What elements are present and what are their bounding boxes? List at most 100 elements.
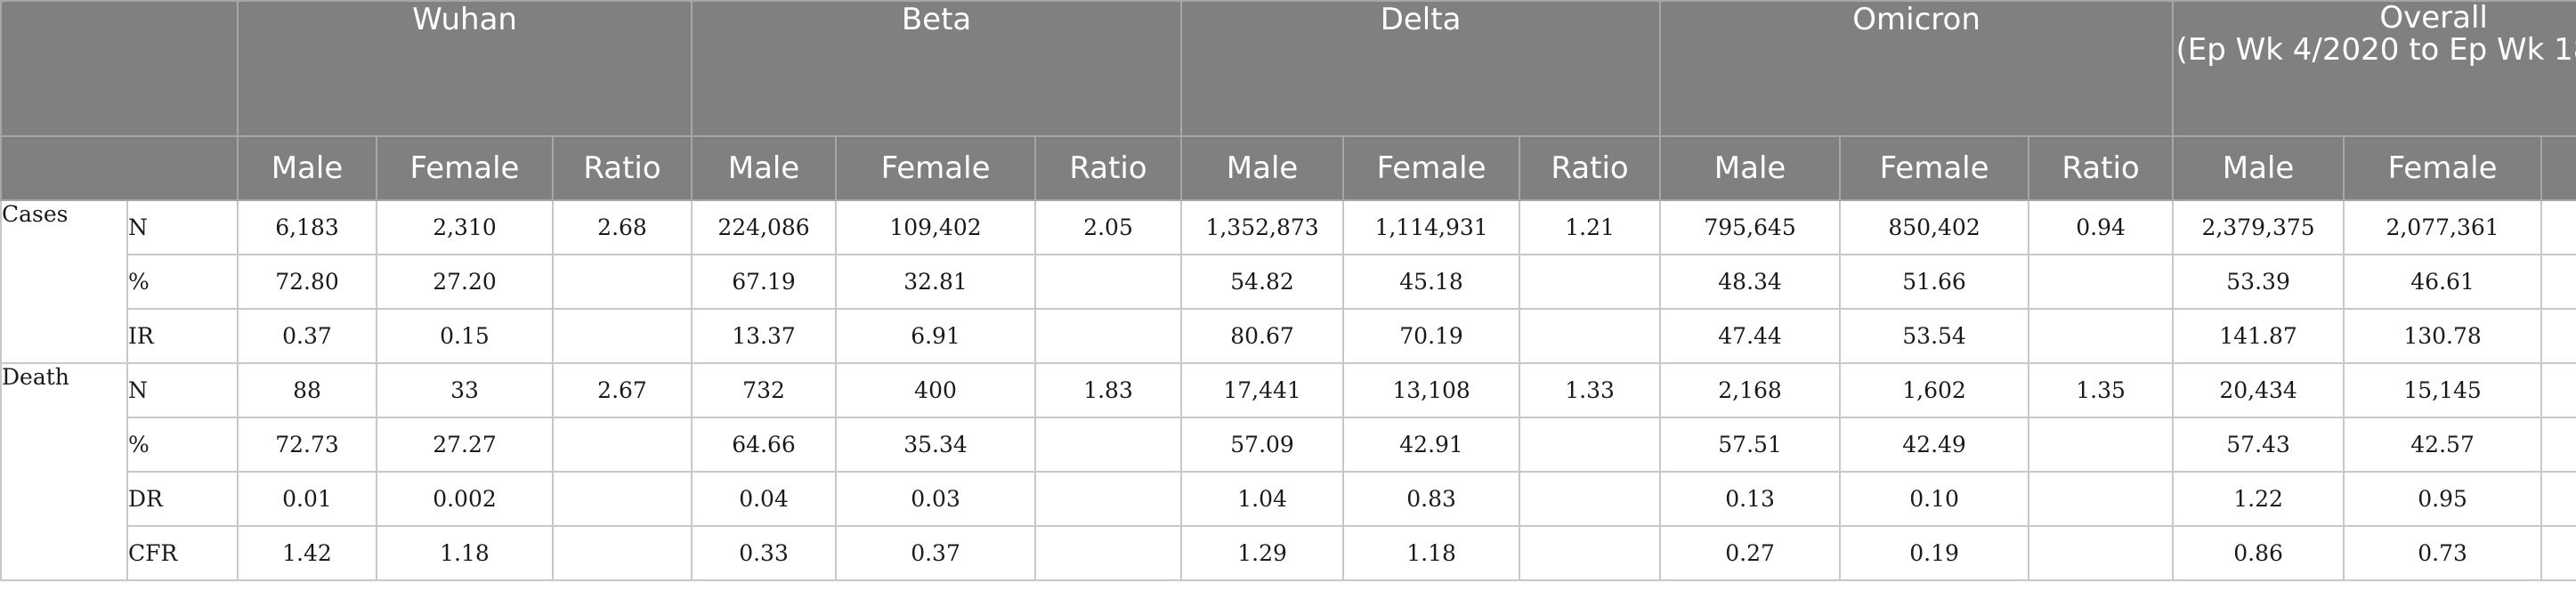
table-cell: 1,602 <box>1839 362 2030 418</box>
metric-label: DR <box>126 471 239 527</box>
table-cell: 109,402 <box>835 199 1037 255</box>
table-cell: 2,310 <box>376 199 554 255</box>
header-delta-female: Female <box>1342 135 1521 201</box>
table-cell: 1.42 <box>237 525 377 581</box>
table-cell: 2.68 <box>551 199 693 255</box>
table-cell <box>551 254 693 310</box>
header-delta-male: Male <box>1180 135 1345 201</box>
table-cell: 0.37 <box>835 525 1037 581</box>
table-cell: 54.82 <box>1180 254 1345 310</box>
table-cell: 1.29 <box>1180 525 1345 581</box>
table-cell: 0.002 <box>376 471 554 527</box>
table-cell: 0.01 <box>237 471 377 527</box>
table-cell: 72.80 <box>237 254 377 310</box>
table-cell: 732 <box>691 362 838 418</box>
header-variant-beta: Beta <box>691 0 1183 137</box>
metric-label: % <box>126 417 239 473</box>
table-cell: 0.83 <box>1342 471 1521 527</box>
table-cell: 224,086 <box>691 199 838 255</box>
table-cell: 27.20 <box>376 254 554 310</box>
header-variant-wuhan: Wuhan <box>236 0 693 137</box>
table-cell <box>1519 471 1662 527</box>
table-row: Death N 88 33 2.67 732 400 1.83 17,441 13,108 1.33… <box>0 362 2576 581</box>
table-cell: 0.19 <box>1839 525 2030 581</box>
table-cell: 1.35 <box>2540 362 2576 418</box>
table-cell: 0.13 <box>1659 471 1842 527</box>
header-variant-delta: Delta <box>1180 0 1662 137</box>
table-cell: 33 <box>376 362 554 418</box>
table-cell: 1,352,873 <box>1180 199 1345 255</box>
header-overall-male: Male <box>2172 135 2345 201</box>
table-cell: 141.87 <box>2172 308 2345 364</box>
table-cell: 1.18 <box>376 525 554 581</box>
table-cell: 2,168 <box>1659 362 1842 418</box>
group-label-death: Death <box>0 362 128 581</box>
table-cell <box>2540 471 2576 527</box>
table-cell: 13,108 <box>1342 362 1521 418</box>
table-cell: 1.18 <box>1342 525 1521 581</box>
table-cell <box>1034 471 1183 527</box>
table-cell: 400 <box>835 362 1037 418</box>
table-cell: 1.04 <box>1180 471 1345 527</box>
table-cell: 0.03 <box>835 471 1037 527</box>
table-cell: 0.33 <box>691 525 838 581</box>
table-cell <box>2540 308 2576 364</box>
table-cell: 0.73 <box>2343 525 2543 581</box>
metric-label: N <box>126 362 239 418</box>
table-cell: 2,077,361 <box>2343 199 2543 255</box>
table-cell: 32.81 <box>835 254 1037 310</box>
table-cell: 72.73 <box>237 417 377 473</box>
table-cell: 57.43 <box>2172 417 2345 473</box>
header-omicron-male: Male <box>1659 135 1842 201</box>
table-body: Cases N 6,183 2,310 2.68 224,086 109,402 2.05 1,… <box>0 199 2576 581</box>
table-cell: 2.67 <box>551 362 693 418</box>
table-cell: 51.66 <box>1839 254 2030 310</box>
table-cell <box>2540 417 2576 473</box>
variant-sex-table: Wuhan Beta Delta Omicron Overall (Ep Wk 4/20… <box>0 0 2576 581</box>
table-cell <box>2028 308 2175 364</box>
table-cell: 795,645 <box>1659 199 1842 255</box>
table-cell <box>1034 254 1183 310</box>
metric-label: % <box>126 254 239 310</box>
table-cell: 20,434 <box>2172 362 2345 418</box>
group-label-cases: Cases <box>0 199 128 364</box>
table-cell: 67.19 <box>691 254 838 310</box>
header-beta-female: Female <box>835 135 1037 201</box>
table-cell: 64.66 <box>691 417 838 473</box>
table-cell: 42.49 <box>1839 417 2030 473</box>
header-omicron-female: Female <box>1839 135 2030 201</box>
table-cell <box>2028 525 2175 581</box>
table-cell: 17,441 <box>1180 362 1345 418</box>
table-cell: 0.27 <box>1659 525 1842 581</box>
table-cell: 0.95 <box>2343 471 2543 527</box>
table-cell: 57.09 <box>1180 417 1345 473</box>
table-cell: 130.78 <box>2343 308 2543 364</box>
table-cell: 0.94 <box>2028 199 2175 255</box>
table-cell: 70.19 <box>1342 308 1521 364</box>
table-cell: 42.57 <box>2343 417 2543 473</box>
header-delta-ratio: Ratio <box>1519 135 1662 201</box>
table-cell <box>1034 308 1183 364</box>
table-cell <box>1519 417 1662 473</box>
table-row: IR 0.37 0.15 13.37 6.91 80.67 70.19 47.44 53.54 1… <box>1 308 2576 364</box>
table-cell <box>551 417 693 473</box>
table-row: CFR 1.42 1.18 0.33 0.37 1.29 1.18 0.27 0.19 0.86 0… <box>1 525 2576 581</box>
table-cell: 35.34 <box>835 417 1037 473</box>
table-cell <box>2028 254 2175 310</box>
table-cell: 6.91 <box>835 308 1037 364</box>
table-cell: 1.21 <box>1519 199 1662 255</box>
table-cell: 53.54 <box>1839 308 2030 364</box>
table-cell <box>551 525 693 581</box>
table-cell: 53.39 <box>2172 254 2345 310</box>
table-cell: 0.04 <box>691 471 838 527</box>
table-cell <box>2540 525 2576 581</box>
table-cell <box>1034 525 1183 581</box>
header-overall-female: Female <box>2343 135 2543 201</box>
table-cell: 0.37 <box>237 308 377 364</box>
header-beta-male: Male <box>691 135 838 201</box>
table-cell: 850,402 <box>1839 199 2030 255</box>
table-cell: 42.91 <box>1342 417 1521 473</box>
table-cell: 0.86 <box>2172 525 2345 581</box>
table-header: Wuhan Beta Delta Omicron Overall (Ep Wk 4/20… <box>0 0 2576 201</box>
table-cell: 27.27 <box>376 417 554 473</box>
